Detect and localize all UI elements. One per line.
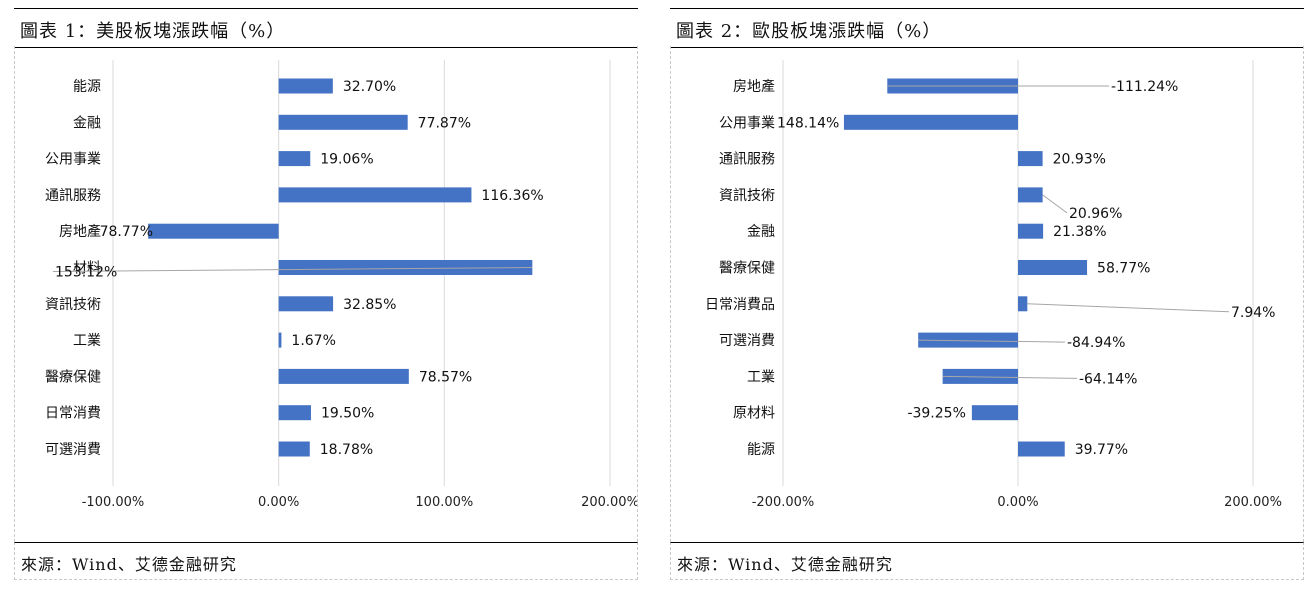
value-label: 116.36%: [481, 188, 543, 204]
category-label: 醫療保健: [45, 368, 101, 385]
value-label: -39.25%: [907, 406, 965, 422]
bar: [1018, 296, 1028, 312]
category-label: 資訊技術: [719, 188, 775, 204]
category-label: 金融: [73, 115, 101, 131]
leader-line: [918, 339, 1066, 343]
bar: [148, 223, 279, 239]
x-tick-label: -100.00%: [82, 495, 145, 510]
category-label: 日常消費品: [705, 297, 775, 313]
leader-line: [1042, 194, 1068, 214]
bar: [1018, 151, 1043, 167]
value-label: 77.87%: [418, 115, 471, 131]
category-label: 通訊服務: [45, 188, 101, 204]
value-label: 32.85%: [343, 297, 396, 313]
value-label: 20.93%: [1053, 152, 1106, 168]
bar: [1018, 441, 1065, 457]
x-tick-label: 100.00%: [415, 495, 473, 510]
bar: [1018, 223, 1044, 239]
source-note: 來源：Wind、艾德金融研究: [21, 555, 237, 574]
bar: [1018, 187, 1043, 203]
bar: [278, 114, 408, 130]
source-note: 來源：Wind、艾德金融研究: [677, 555, 893, 574]
value-label: 7.94%: [1231, 305, 1275, 321]
bar: [278, 260, 533, 275]
chart-title-bar: 圖表 2：歐股板塊漲跌幅（%）: [670, 8, 1304, 48]
chart-title: 圖表 1：美股板塊漲跌幅（%）: [20, 21, 286, 42]
leader-line: [1027, 303, 1230, 313]
category-label: 原材料: [733, 406, 775, 422]
bar: [278, 187, 472, 203]
x-tick-label: -200.00%: [752, 495, 815, 510]
category-label: 公用事業: [719, 115, 775, 131]
value-label: -84.94%: [1067, 335, 1125, 351]
value-label: 20.96%: [1069, 206, 1122, 222]
plot-area: -200.00% 0.00% 200.00% 房地產 -111.24% 公用事業 148.1…: [670, 46, 1304, 542]
bar: [971, 405, 1018, 421]
bar: [278, 296, 334, 312]
category-label: 公用事業: [45, 152, 101, 168]
x-tick-label: 200.00%: [1224, 495, 1282, 510]
category-label: 資訊技術: [45, 297, 101, 313]
chart-title: 圖表 2：歐股板塊漲跌幅（%）: [676, 21, 942, 42]
x-tick-label: 0.00%: [258, 495, 299, 510]
category-label: 能源: [747, 442, 775, 458]
chart-panel-us: 圖表 1：美股板塊漲跌幅（%） -100.00% 0.00% 100.00% 200.…: [14, 8, 638, 580]
bar-chart-eu-sectors: -200.00% 0.00% 200.00% 房地產 -111.24% 公用事業 148.1…: [705, 60, 1282, 510]
bar: [278, 78, 333, 94]
value-label: 148.14%: [777, 115, 839, 131]
category-label: 工業: [747, 369, 775, 385]
value-label: 1.67%: [291, 333, 335, 349]
leader-line: [52, 267, 533, 272]
category-label: 日常消費: [45, 406, 101, 422]
x-tick-label: 200.00%: [581, 495, 637, 510]
category-label: 房地產: [733, 78, 775, 95]
x-tick-label: 0.00%: [997, 495, 1038, 510]
bar: [1018, 260, 1088, 275]
value-label: 32.70%: [343, 79, 396, 95]
plot-area: -100.00% 0.00% 100.00% 200.00% 能源 32.70% 金融 77.…: [14, 46, 638, 542]
value-label: -64.14%: [1079, 371, 1137, 387]
value-label: 78.57%: [419, 369, 472, 385]
value-label: -111.24%: [1111, 79, 1178, 95]
category-label: 通訊服務: [719, 152, 775, 168]
category-label: 金融: [747, 224, 775, 240]
bar-chart-us-sectors: -100.00% 0.00% 100.00% 200.00% 能源 32.70% 金融 77.…: [45, 60, 637, 510]
category-label: 材料: [73, 261, 101, 277]
chart-panel-eu: 圖表 2：歐股板塊漲跌幅（%） -200.00% 0.00% 200.00% 房地產 -…: [670, 8, 1304, 580]
value-label: 58.77%: [1097, 261, 1150, 277]
value-label: 153.12%: [55, 265, 117, 281]
source-bar: 來源：Wind、艾德金融研究: [670, 542, 1304, 580]
value-label: 19.06%: [320, 152, 373, 168]
value-label: 19.50%: [321, 406, 374, 422]
value-label: 21.38%: [1053, 224, 1106, 240]
category-label: 可選消費: [719, 333, 775, 349]
bar: [918, 332, 1018, 348]
category-label: 醫療保健: [719, 260, 775, 277]
source-bar: 來源：Wind、艾德金融研究: [14, 542, 638, 580]
bar: [278, 405, 311, 421]
category-label: 能源: [73, 79, 101, 95]
bar: [278, 332, 282, 348]
category-label: 可選消費: [45, 442, 101, 458]
bar: [278, 151, 311, 167]
bar: [278, 368, 409, 384]
leader-line: [942, 375, 1078, 379]
bar: [278, 441, 310, 457]
chart-title-bar: 圖表 1：美股板塊漲跌幅（%）: [14, 8, 638, 48]
value-label: 39.77%: [1075, 442, 1128, 458]
value-label: 78.77%: [100, 224, 153, 240]
bar: [942, 368, 1018, 384]
value-label: 18.78%: [320, 442, 373, 458]
category-label: 工業: [73, 333, 101, 349]
category-label: 房地產: [59, 223, 101, 240]
bar: [843, 114, 1018, 130]
